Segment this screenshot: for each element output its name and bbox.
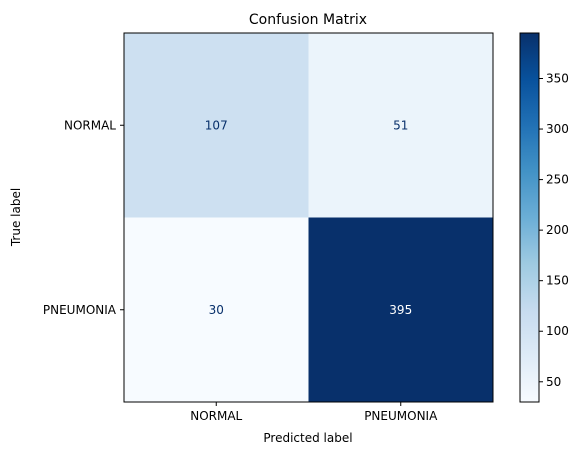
x-tick-label: NORMAL — [190, 409, 242, 423]
x-tick-label: PNEUMONIA — [364, 409, 438, 423]
colorbar-tick-label: 200 — [546, 223, 569, 237]
heatmap-cell — [308, 33, 493, 218]
y-axis-ticks: NORMAL PNEUMONIA — [43, 118, 124, 317]
colorbar-tick-label: 50 — [546, 375, 561, 389]
colorbar-tick-label: 100 — [546, 324, 569, 338]
y-axis-label: True label — [9, 188, 23, 247]
y-tick-label: PNEUMONIA — [43, 303, 117, 317]
heatmap-cell — [308, 217, 493, 402]
colorbar — [519, 32, 540, 403]
cell-value-label: 30 — [209, 303, 224, 317]
cell-value-label: 51 — [393, 118, 408, 132]
plot-frame — [123, 32, 494, 403]
heatmap-cell — [124, 33, 309, 218]
cell-value-label: 107 — [205, 118, 228, 132]
heatmap-cells — [124, 33, 493, 402]
cell-value-label: 395 — [389, 303, 412, 317]
chart-title: Confusion Matrix — [249, 12, 367, 28]
y-tick-label: NORMAL — [64, 118, 116, 132]
colorbar-ticks: 50 100 150 200 250 300 350 — [539, 71, 569, 389]
colorbar-tick-label: 150 — [546, 274, 569, 288]
colorbar-tick-label: 300 — [546, 122, 569, 136]
heatmap-cell — [124, 217, 309, 402]
colorbar-tick-label: 350 — [546, 71, 569, 85]
cell-value-labels: 107 51 30 395 — [205, 118, 412, 317]
x-axis-label: Predicted label — [263, 431, 352, 445]
colorbar-tick-label: 250 — [546, 173, 569, 187]
x-axis-ticks: NORMAL PNEUMONIA — [190, 402, 438, 423]
